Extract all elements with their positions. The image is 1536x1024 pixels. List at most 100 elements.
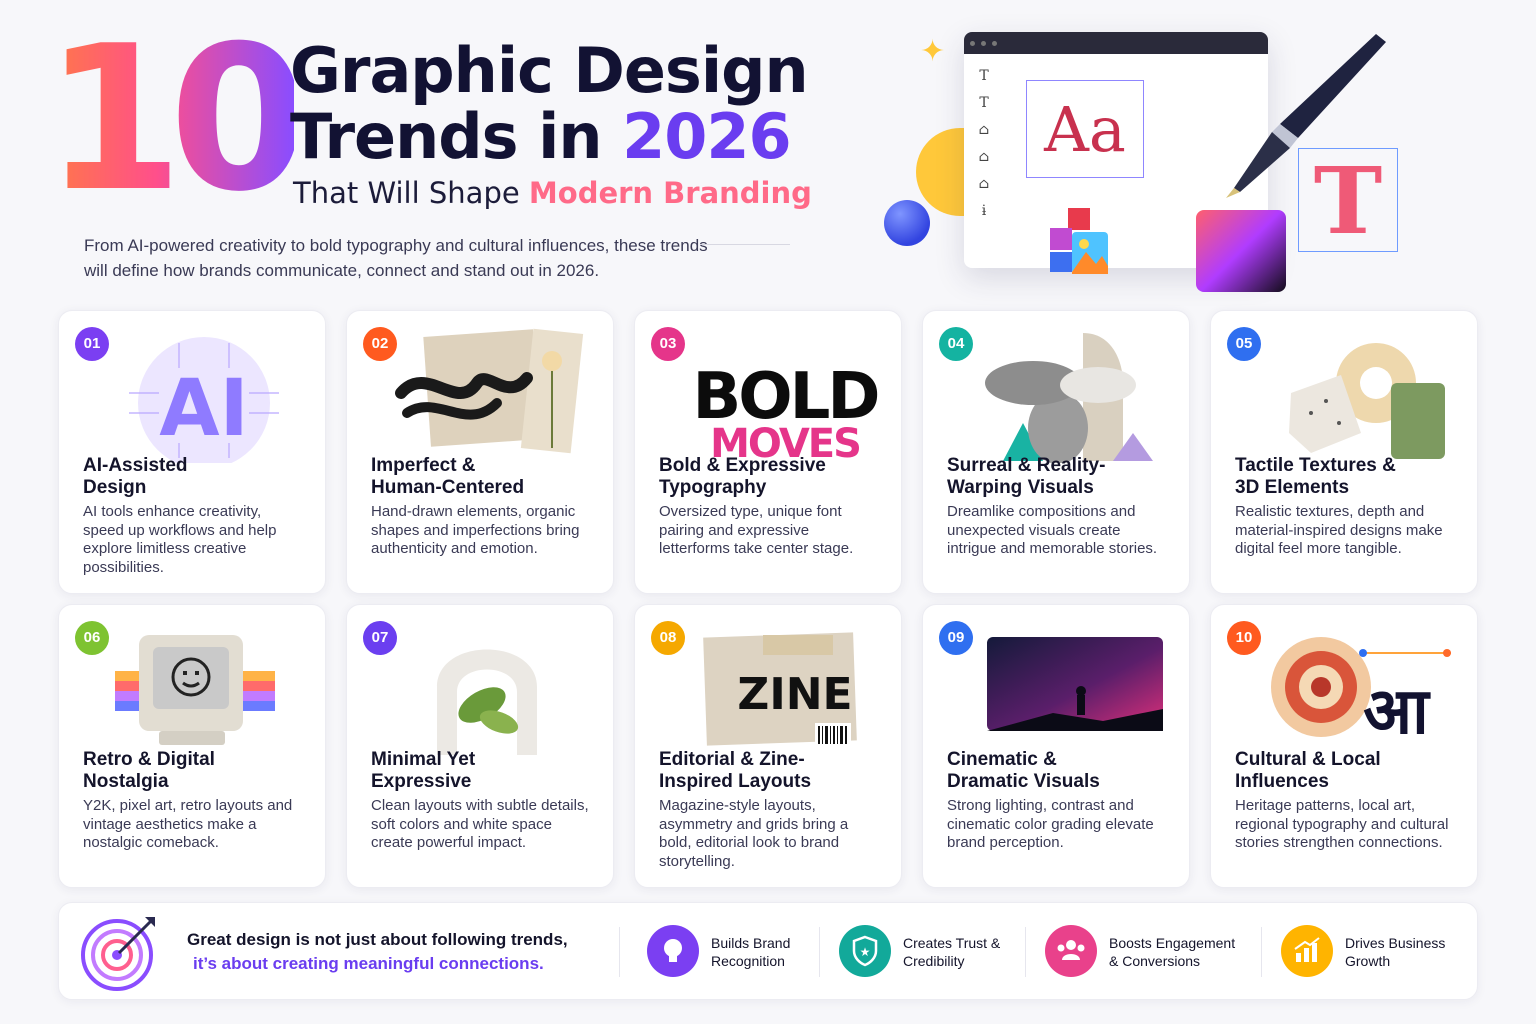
- feature-label: Boosts Engagement & Conversions: [1109, 935, 1236, 969]
- ai-letters: AI: [159, 364, 248, 454]
- zine-word: ZINE: [737, 669, 852, 720]
- devanagari-letter: आ: [1363, 675, 1431, 749]
- card-title: Editorial & Zine- Inspired Layouts: [659, 749, 812, 792]
- mandala-letter-art: आ: [1271, 637, 1451, 749]
- target-arrow-icon: [81, 917, 155, 991]
- color-picker-swatch: [1196, 210, 1286, 292]
- badge-number: 05: [1227, 327, 1261, 361]
- icon-circle: [1045, 925, 1097, 977]
- feature-label: Creates Trust & Credibility: [903, 935, 1001, 969]
- card-description: Heritage patterns, local art, regional t…: [1235, 797, 1449, 851]
- badge-number: 07: [363, 621, 397, 655]
- card-title: Bold & Expressive Typography: [659, 455, 826, 498]
- card-description: Strong lighting, contrast and cinematic …: [947, 797, 1154, 851]
- footer-banner: Great design is not just about following…: [58, 902, 1478, 1000]
- trend-card-10: आ 10 Cultural & Local Influences Heritag…: [1210, 604, 1478, 888]
- fountain-pen-icon: [1226, 34, 1386, 198]
- hero-illustration: ✦ T T ⌂ ⌂ ⌂ ɨ Aa T: [880, 28, 1440, 298]
- trend-card-06: 06 Retro & Digital Nostalgia Y2K, pixel …: [58, 604, 326, 888]
- card-description: Dreamlike compositions and unexpected vi…: [947, 503, 1158, 557]
- badge-number: 01: [75, 327, 109, 361]
- card-description: Clean layouts with subtle details, soft …: [371, 797, 589, 851]
- divider: [1025, 927, 1026, 977]
- zine-art: ZINE: [675, 617, 885, 757]
- badge-number: 04: [939, 327, 973, 361]
- subtitle: That Will Shape Modern Branding: [293, 176, 812, 210]
- subtitle-prefix: That Will Shape: [293, 176, 529, 210]
- moves-word: MOVES: [710, 421, 860, 463]
- bold-type-art: BOLD MOVES: [675, 323, 885, 467]
- zine-collage-art: ZINE: [703, 632, 857, 747]
- feature-engagement: Boosts Engagement & Conversions: [1045, 925, 1255, 979]
- title-line-1: Graphic Design: [290, 34, 809, 107]
- surreal-art: [963, 323, 1173, 464]
- trend-card-09: 09 Cinematic & Dramatic Visuals Strong l…: [922, 604, 1190, 888]
- feature-trust: ★ Creates Trust & Credibility: [839, 925, 1029, 979]
- card-title: Retro & Digital Nostalgia: [83, 749, 215, 792]
- text-tool-icon: T: [979, 68, 989, 84]
- bold-moves-art: BOLD MOVES: [692, 360, 880, 467]
- card-title: Surreal & Reality- Warping Visuals: [947, 455, 1106, 498]
- cinematic-scene-art: [987, 637, 1163, 731]
- circuit-art: AI: [129, 337, 279, 469]
- title-line-2: Trends in 2026: [290, 104, 808, 170]
- footer-quote-line-1: Great design is not just about following…: [187, 930, 568, 949]
- shield-star-icon: ★: [852, 935, 878, 967]
- collage-art: [387, 323, 597, 463]
- cultural-art: आ: [1251, 617, 1461, 757]
- footer-quote-line-2: it’s about creating meaningful connectio…: [193, 954, 544, 973]
- feature-brand-recognition: Builds Brand Recognition: [647, 925, 827, 979]
- badge-number: 06: [75, 621, 109, 655]
- tool-palette: T T ⌂ ⌂ ⌂ ɨ: [974, 68, 998, 230]
- window-titlebar: [964, 32, 1268, 54]
- ai-art: AI: [99, 323, 309, 469]
- trend-card-08: ZINE 08 Editorial & Zine- Inspired Layou…: [634, 604, 902, 888]
- divider: [819, 927, 820, 977]
- card-description: AI tools enhance creativity, speed up wo…: [83, 503, 277, 576]
- card-description: Y2K, pixel art, retro layouts and vintag…: [83, 797, 293, 851]
- divider: [1261, 927, 1262, 977]
- badge-number: 08: [651, 621, 685, 655]
- card-title: Cinematic & Dramatic Visuals: [947, 749, 1100, 792]
- badge-number: 10: [1227, 621, 1261, 655]
- pixel-monitor-art: [115, 635, 275, 745]
- feature-label: Builds Brand Recognition: [711, 935, 791, 969]
- title-year: 2026: [622, 100, 792, 173]
- badge-number: 03: [651, 327, 685, 361]
- card-title: Minimal Yet Expressive: [371, 749, 476, 792]
- bold-word: BOLD: [692, 360, 877, 434]
- design-app-window: T T ⌂ ⌂ ⌂ ɨ Aa: [964, 32, 1268, 268]
- divider: [700, 244, 790, 245]
- people-icon: [1057, 940, 1085, 960]
- sparkle-icon: ✦: [920, 35, 946, 68]
- icon-circle: ★: [839, 925, 891, 977]
- trend-card-07: 07 Minimal Yet Expressive Clean layouts …: [346, 604, 614, 888]
- icon-circle: [1281, 925, 1333, 977]
- intro-text: From AI-powered creativity to bold typog…: [84, 236, 708, 280]
- feature-label: Drives Business Growth: [1345, 935, 1446, 969]
- statue-cloud-art: [985, 333, 1153, 464]
- svg-text:★: ★: [860, 945, 871, 959]
- brush-tool-icon: ɨ: [981, 203, 987, 219]
- shape-tool-icon: ⌂: [978, 176, 990, 192]
- card-title: Imperfect & Human-Centered: [371, 455, 525, 498]
- card-title: AI-Assisted Design: [83, 455, 188, 498]
- icon-circle: [647, 925, 699, 977]
- minimal-arch-art: [387, 617, 597, 757]
- card-title: Cultural & Local Influences: [1235, 749, 1381, 792]
- card-description: Realistic textures, depth and material-i…: [1235, 503, 1443, 557]
- retro-computer-art: [99, 617, 309, 757]
- 3d-shapes-art: [1251, 323, 1461, 463]
- card-description: Oversized type, unique font pairing and …: [659, 503, 854, 557]
- trend-card-01: AI 01 AI-Assisted Design AI tools enhanc…: [58, 310, 326, 594]
- 3d-letter-t: T: [1298, 148, 1398, 253]
- trend-card-04: 04 Surreal & Reality- Warping Visuals Dr…: [922, 310, 1190, 594]
- brush-flower-art: [395, 328, 584, 454]
- image-gallery-icon: [1050, 208, 1108, 274]
- cinematic-art: [963, 617, 1173, 757]
- shape-tool-icon: ⌂: [978, 122, 990, 138]
- badge-number: 02: [363, 327, 397, 361]
- card-description: Magazine-style layouts, asymmetry and gr…: [659, 797, 849, 870]
- page-title: Graphic Design Trends in 2026: [290, 34, 809, 170]
- card-description: Hand-drawn elements, organic shapes and …: [371, 503, 580, 557]
